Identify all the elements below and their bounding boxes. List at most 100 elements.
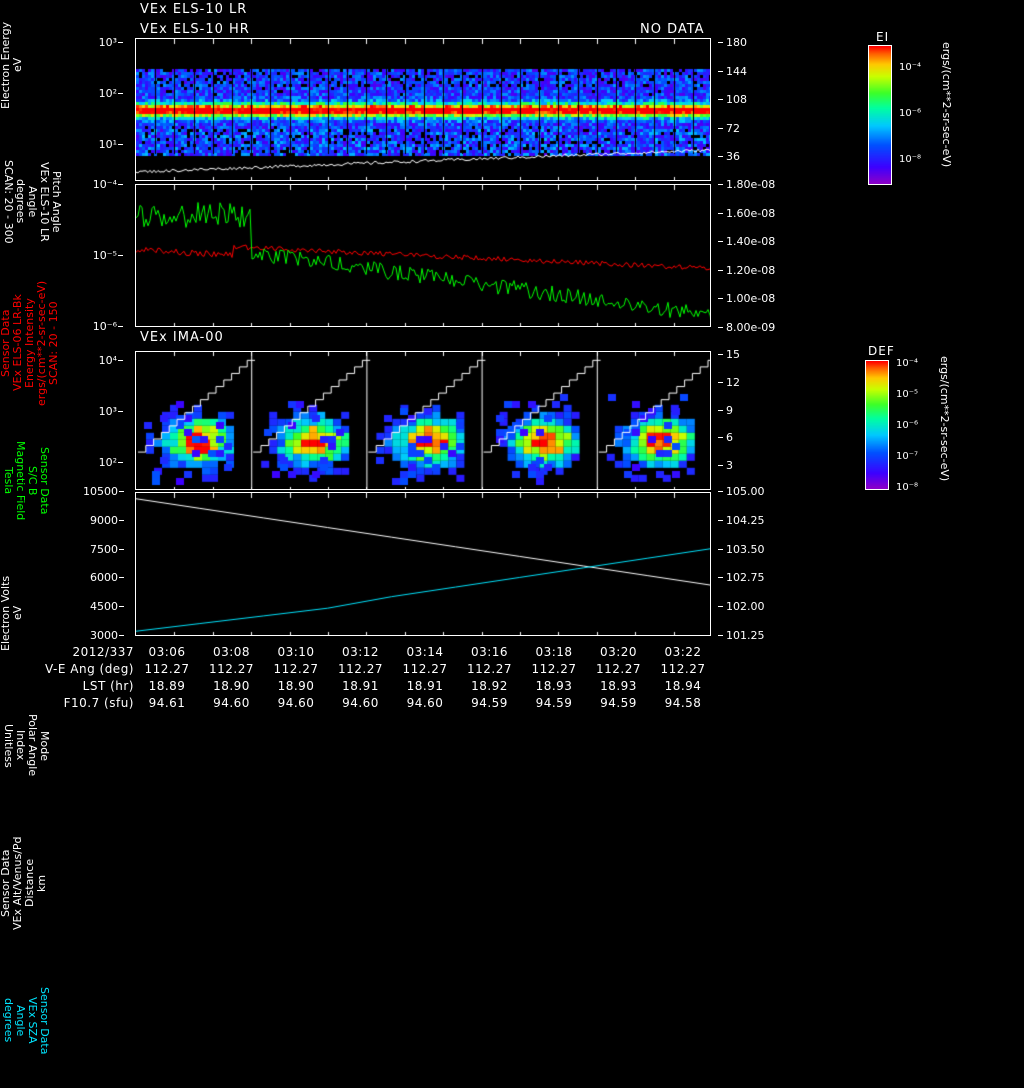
panel2-right-tick: 1.80e-08 <box>726 178 776 191</box>
footer-cell: 112.27 <box>402 662 448 676</box>
panel1-colorbar-title: EI <box>876 30 890 44</box>
footer-cell: 03:16 <box>470 645 509 659</box>
colorbar-tick: 10⁻⁵ <box>896 389 919 400</box>
footer-cell: 18.90 <box>277 679 315 693</box>
footer-cell: 03:08 <box>212 645 251 659</box>
panel4-left-tick: 7500 <box>90 542 118 556</box>
panel4-plot[interactable] <box>135 492 711 636</box>
footer-cell: 112.27 <box>338 662 383 676</box>
tick-mark <box>718 241 723 243</box>
footer-cell: 18.93 <box>600 679 637 693</box>
tick-mark <box>118 144 123 145</box>
footer-cell: 03:18 <box>535 645 573 659</box>
tick-mark <box>119 635 124 636</box>
tick-mark <box>119 519 124 521</box>
tick-mark <box>718 606 723 608</box>
footer-cell: 112.27 <box>467 662 512 676</box>
panel1-left-tick: 10² <box>98 87 117 100</box>
colorbar-tick: 10⁻⁴ <box>896 358 919 369</box>
colorbar-tick: 10⁻⁶ <box>896 420 919 431</box>
panel2-left-tick: 10⁻⁴ <box>92 178 117 191</box>
tick-mark <box>118 184 123 185</box>
tick-mark <box>718 184 723 185</box>
panel1-left-ticks: 10³ 10² 10¹ <box>75 36 123 181</box>
panel1-left-tick: 10³ <box>98 36 117 49</box>
panel1-colorbar <box>868 45 892 185</box>
footer-cell: 18.93 <box>535 679 573 693</box>
no-data-label: NO DATA <box>640 22 705 37</box>
footer-cell: 94.60 <box>406 696 444 710</box>
tick-mark <box>718 354 723 355</box>
footer-cell: 94.59 <box>600 696 637 710</box>
colorbar-tick: 10⁻⁶ <box>899 108 922 119</box>
footer-cell: 94.59 <box>535 696 573 710</box>
tick-mark <box>718 519 723 521</box>
panel4-left-tick: 4500 <box>90 600 118 614</box>
tick-mark <box>118 93 123 94</box>
tick-mark <box>718 156 723 158</box>
panel3-right-tick: 15 <box>726 348 740 361</box>
tick-mark <box>718 381 723 383</box>
panel4-left-tick: 3000 <box>90 629 118 642</box>
footer-cell: 94.59 <box>471 696 508 710</box>
panel1-right-tick: 72 <box>726 121 740 135</box>
footer-row-label: V-E Ang (deg) <box>45 662 134 676</box>
footer-cell: 03:20 <box>599 645 638 659</box>
footer-cell: 18.90 <box>213 679 250 693</box>
footer-row-label: F10.7 (sfu) <box>63 696 134 710</box>
footer-row-label: LST (hr) <box>82 679 134 693</box>
panel1-right-tick: 144 <box>726 64 747 78</box>
tick-mark <box>119 577 124 579</box>
panel3-left-tick: 10⁴ <box>98 354 117 367</box>
panel3-left-ticks: 10⁴ 10³ 10² <box>75 348 123 496</box>
tick-mark <box>718 42 723 43</box>
panel4-left-ticks: 10500 9000 7500 6000 4500 3000 <box>72 485 124 643</box>
panel1-plot[interactable] <box>135 38 711 181</box>
footer-cell: 18.92 <box>471 679 508 693</box>
colorbar-tick: 10⁻⁸ <box>896 482 919 493</box>
tick-mark <box>118 255 123 256</box>
panel1-left-axis-label: Electron Energy eV <box>0 21 24 109</box>
panel4-left-tick: 9000 <box>90 513 118 527</box>
panel4-left-tick: 6000 <box>90 571 118 585</box>
footer-cell: 112.27 <box>596 662 641 676</box>
panel2-right-axis-label: Sensor Data S/C B Magnetic Field Tesla <box>2 440 51 521</box>
tick-mark <box>118 360 123 361</box>
panel4-right-tick: 104.25 <box>726 513 765 527</box>
panel1-right-tick: 36 <box>726 150 740 164</box>
footer-cell: 18.91 <box>406 679 444 693</box>
tick-mark <box>718 437 723 439</box>
panel4-right-tick: 102.75 <box>726 571 765 585</box>
tick-mark <box>718 577 723 579</box>
colorbar-tick: 10⁻⁷ <box>896 451 919 462</box>
tick-mark <box>718 269 723 271</box>
panel2-plot[interactable] <box>135 184 711 327</box>
panel3-right-tick: 3 <box>726 459 733 473</box>
panel1-title-top: VEx ELS-10 LR <box>140 2 248 17</box>
footer-cell: 03:14 <box>406 645 444 659</box>
panel3-left-tick: 10² <box>98 456 117 469</box>
panel1-colorbar-ticks: 10⁻⁴ 10⁻⁶ 10⁻⁸ <box>893 40 939 192</box>
panel4-left-axis-label: Sensor Data VEx Alt/Venus/Pd Distance km <box>0 836 48 930</box>
footer-cell: 03:06 <box>148 645 186 659</box>
tick-mark <box>718 465 723 467</box>
footer-cell: 18.91 <box>342 679 379 693</box>
panel3-right-tick: 9 <box>726 403 733 417</box>
tick-mark <box>718 99 723 101</box>
tick-mark <box>118 42 123 43</box>
panel3-right-tick: 12 <box>726 375 740 389</box>
footer-cell: 94.61 <box>148 696 186 710</box>
footer-cell: 94.60 <box>277 696 315 710</box>
tick-mark <box>118 462 123 463</box>
footer-cell: 94.60 <box>213 696 250 710</box>
panel3-right-ticks: 15 12 9 6 3 <box>718 348 758 496</box>
panel3-colorbar <box>865 360 889 490</box>
panel4-right-tick: 103.50 <box>726 542 765 556</box>
panel3-plot[interactable] <box>135 351 711 490</box>
panel2-left-ticks: 10⁻⁴ 10⁻⁵ 10⁻⁶ <box>75 178 123 333</box>
tick-mark <box>718 491 723 492</box>
colorbar-tick: 10⁻⁸ <box>899 154 922 165</box>
panel4-right-tick: 101.25 <box>726 629 765 642</box>
panel2-right-tick: 1.20e-08 <box>726 263 776 277</box>
figure-root: VEx ELS-10 LR VEx ELS-10 HR NO DATA Elec… <box>0 2 953 1055</box>
